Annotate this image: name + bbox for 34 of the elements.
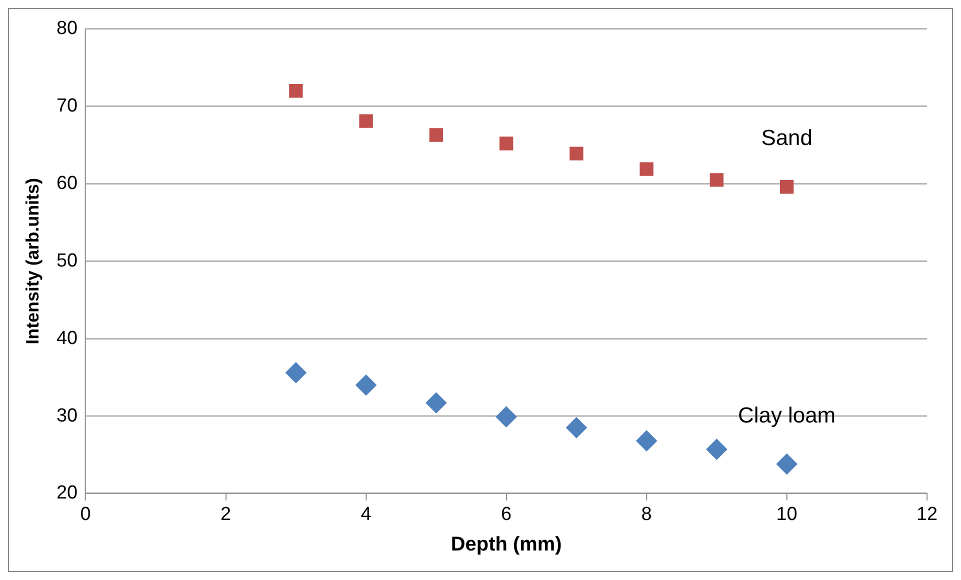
- point: [570, 146, 584, 160]
- y-tick-label: 60: [56, 173, 78, 194]
- x-axis-title: Depth (mm): [450, 534, 562, 556]
- point: [499, 136, 514, 150]
- x-tick-label: 6: [501, 504, 512, 526]
- point: [780, 180, 794, 194]
- x-tick-label: 4: [360, 504, 372, 526]
- x-tick-label: 10: [776, 504, 798, 526]
- point: [636, 430, 658, 452]
- series-label: Clay loam: [738, 402, 836, 428]
- y-tick-label: 20: [56, 482, 78, 504]
- point: [640, 162, 654, 176]
- point: [776, 454, 798, 475]
- x-tick-label: 0: [80, 504, 91, 526]
- x-tick-label: 2: [220, 504, 232, 526]
- y-tick-label: 50: [56, 250, 78, 272]
- y-tick-label: 40: [56, 328, 78, 349]
- point: [359, 114, 373, 128]
- series-label: Sand: [761, 125, 812, 150]
- y-axis-title: Intensity (arb.units): [22, 178, 43, 344]
- point: [706, 438, 728, 460]
- point: [289, 84, 303, 98]
- x-tick-label: 8: [641, 504, 652, 526]
- y-tick-label: 80: [56, 18, 78, 40]
- point: [496, 406, 517, 428]
- point: [710, 173, 724, 187]
- x-tick-label: 12: [916, 504, 938, 526]
- point: [566, 417, 587, 438]
- point: [285, 362, 306, 384]
- point: [356, 374, 377, 396]
- point: [429, 128, 444, 142]
- point: [426, 392, 447, 414]
- y-tick-label: 70: [56, 96, 78, 117]
- y-tick-label: 30: [56, 405, 78, 426]
